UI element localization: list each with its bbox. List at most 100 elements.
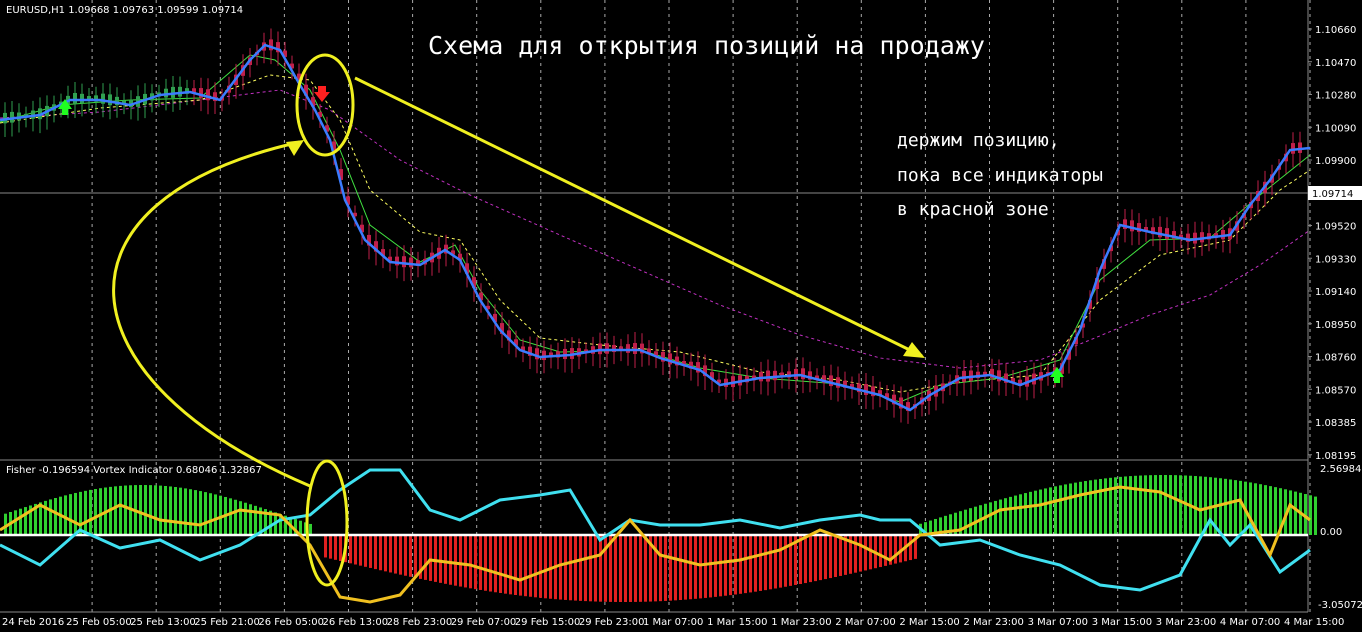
histogram-bar <box>1159 475 1162 535</box>
candle-body <box>290 63 294 69</box>
histogram-bar <box>339 535 342 562</box>
candle-body <box>101 93 105 104</box>
candle-body <box>521 346 525 352</box>
histogram-bar <box>754 535 757 592</box>
arrow-head <box>286 140 304 156</box>
histogram-bar <box>444 535 447 584</box>
histogram-bar <box>539 535 542 598</box>
histogram-bar <box>814 535 817 582</box>
histogram-bar <box>784 535 787 587</box>
histogram-bar <box>1059 485 1062 535</box>
candle-body <box>997 370 1001 382</box>
candle-body <box>108 94 112 106</box>
histogram-bar <box>1274 487 1277 535</box>
candle-body <box>1130 220 1134 232</box>
histogram-bar <box>159 485 162 535</box>
histogram-bar <box>1249 482 1252 535</box>
histogram-bar <box>954 512 957 535</box>
candle-body <box>283 50 287 57</box>
histogram-bar <box>119 485 122 535</box>
histogram-bar <box>1049 487 1052 535</box>
current-price-box <box>1308 186 1362 200</box>
histogram-bar <box>829 535 832 579</box>
candle-body <box>878 390 882 396</box>
candle-body <box>269 39 273 51</box>
histogram-bar <box>789 535 792 586</box>
histogram-bar <box>639 535 642 602</box>
histogram-bar <box>354 535 357 565</box>
candle-body <box>605 343 609 354</box>
candle-body <box>304 84 308 96</box>
histogram-bar <box>1054 486 1057 535</box>
candle-body <box>486 305 490 310</box>
candle-body <box>990 368 994 379</box>
histogram-bar <box>999 499 1002 535</box>
annotation-note: пока все индикаторы <box>897 165 1103 186</box>
highlight-ellipse <box>305 459 349 587</box>
candle-body <box>892 394 896 405</box>
histogram-bar <box>909 535 912 561</box>
histogram-bar <box>589 535 592 602</box>
histogram-bar <box>1069 483 1072 535</box>
histogram-bar <box>1259 484 1262 535</box>
time-axis-label: 24 Feb 2016 <box>2 617 64 628</box>
histogram-bar <box>819 535 822 581</box>
histogram-bar <box>34 503 37 535</box>
histogram-bar <box>1154 475 1157 535</box>
histogram-bar <box>334 535 337 560</box>
candle-body <box>633 343 637 354</box>
histogram-bar <box>1234 480 1237 535</box>
candle-body <box>318 112 322 117</box>
histogram-bar <box>414 535 417 578</box>
candle-body <box>822 375 826 383</box>
histogram-bar <box>744 535 747 594</box>
candle-body <box>857 383 861 393</box>
candle-body <box>703 365 707 377</box>
histogram-bar <box>479 535 482 590</box>
candle-body <box>178 86 182 97</box>
histogram-bar <box>1309 495 1312 535</box>
candle-body <box>549 352 553 358</box>
histogram-bar <box>164 485 167 535</box>
candle-body <box>311 97 315 107</box>
buy-arrow <box>1050 367 1064 383</box>
histogram-bar <box>309 523 312 535</box>
histogram-bar <box>864 535 867 571</box>
histogram-bar <box>664 535 667 601</box>
price-axis-label: 1.09900 <box>1315 156 1356 167</box>
histogram-bar <box>269 510 272 535</box>
candle-body <box>458 253 462 261</box>
candle-body <box>773 370 777 381</box>
histogram-bar <box>459 535 462 587</box>
candle-body <box>444 244 448 254</box>
time-axis-label: 25 Feb 05:00 <box>66 617 132 628</box>
candle-body <box>192 88 196 94</box>
candle-body <box>507 330 511 341</box>
candle-body <box>689 361 693 369</box>
candle-body <box>1004 373 1008 383</box>
candle-body <box>843 380 847 388</box>
price-axis-label: 1.10090 <box>1315 123 1356 134</box>
histogram-bar <box>394 535 397 574</box>
histogram-bar <box>374 535 377 570</box>
price-axis-label: 1.08950 <box>1315 320 1356 331</box>
histogram-bar <box>1089 480 1092 535</box>
arrow-head <box>903 342 925 358</box>
candle-body <box>213 92 217 102</box>
candle-body <box>850 383 854 389</box>
histogram-bar <box>29 505 32 535</box>
histogram-bar <box>1174 475 1177 535</box>
histogram-bar <box>1269 486 1272 535</box>
candle-body <box>899 397 903 409</box>
candle-body <box>1123 219 1127 230</box>
histogram-bar <box>949 514 952 535</box>
time-axis-label: 28 Feb 23:00 <box>387 617 453 628</box>
candle-body <box>115 96 119 106</box>
time-axis-label: 3 Mar 23:00 <box>1156 617 1216 628</box>
histogram-bar <box>1239 480 1242 535</box>
histogram-bar <box>569 535 572 601</box>
histogram-bar <box>1094 479 1097 535</box>
candle-body <box>360 224 364 233</box>
histogram-bar <box>1184 475 1187 535</box>
